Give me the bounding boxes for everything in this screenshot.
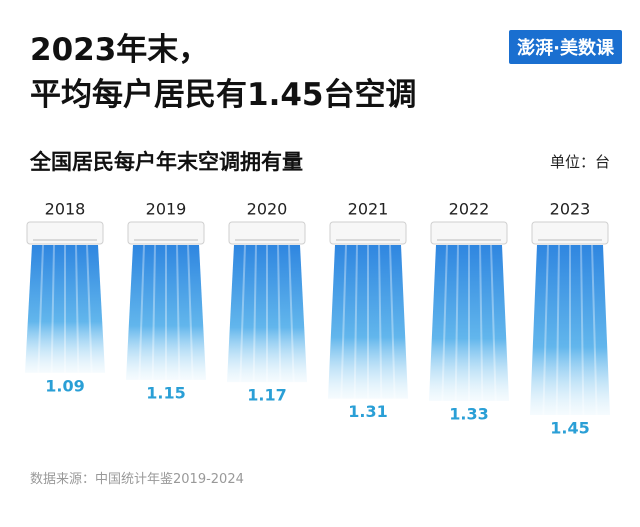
airflow-stripe <box>277 244 282 383</box>
airflow-stripe <box>252 244 257 383</box>
ac-unit <box>430 221 508 245</box>
airflow-stripe <box>591 244 598 416</box>
airflow-stripe <box>151 244 156 380</box>
chart-subtitle: 全国居民每户年末空调拥有量 <box>30 150 303 174</box>
airflow-stripe <box>353 244 358 399</box>
airflow-stripe <box>542 244 549 416</box>
airflow-bar <box>328 245 408 399</box>
ac-unit <box>329 221 407 245</box>
airflow-stripe <box>378 244 383 399</box>
airflow-stripe <box>490 244 497 401</box>
airflow-stripe <box>187 244 194 380</box>
value-label: 1.09 <box>45 376 84 395</box>
value-label: 1.17 <box>247 386 286 405</box>
airflow-stripe <box>176 244 181 380</box>
airflow-stripe <box>340 244 347 399</box>
airflow-stripe <box>239 244 246 383</box>
chart-title: 2023年末， 平均每户居民有1.45台空调 <box>30 32 417 113</box>
value-label: 1.45 <box>550 419 589 438</box>
ac-unit <box>127 221 205 245</box>
ac-unit <box>531 221 609 245</box>
airflow-bar <box>25 245 105 373</box>
source-note: 数据来源：中国统计年鉴2019-2024 <box>30 472 244 487</box>
airflow-stripe <box>441 244 448 401</box>
ac-unit <box>26 221 104 245</box>
airflow-bar <box>126 245 206 380</box>
airflow-bar <box>227 245 307 383</box>
x-tick-label: 2022 <box>449 200 490 219</box>
airflow-stripe <box>288 244 295 383</box>
airflow-stripe <box>138 244 145 380</box>
ac-unit <box>228 221 306 245</box>
airflow-stripe <box>580 244 585 416</box>
airflow-stripe <box>37 244 44 373</box>
airflow-bar <box>429 245 509 401</box>
x-tick-label: 2021 <box>348 200 389 219</box>
airflow-stripe <box>50 244 55 373</box>
airflow-stripe <box>479 244 484 401</box>
airflow-stripe <box>454 244 459 401</box>
airflow-stripe <box>75 244 80 373</box>
value-label: 1.31 <box>348 402 387 421</box>
value-label: 1.33 <box>449 404 488 423</box>
logo: 澎湃·美数课 <box>509 30 622 64</box>
airflow-bar <box>530 245 610 415</box>
chart: 2018 1.09 2019 1.15 2020 1.17 2021 1.31 2022 1.33… <box>25 200 610 438</box>
airflow-stripe <box>86 244 93 373</box>
x-tick-label: 2023 <box>550 200 591 219</box>
airflow-stripe <box>555 244 560 416</box>
x-tick-label: 2020 <box>247 200 288 219</box>
airflow-stripe <box>389 244 396 399</box>
x-tick-label: 2018 <box>45 200 86 219</box>
unit-label: 单位：台 <box>549 153 610 171</box>
value-label: 1.15 <box>146 383 185 402</box>
x-tick-label: 2019 <box>146 200 187 219</box>
